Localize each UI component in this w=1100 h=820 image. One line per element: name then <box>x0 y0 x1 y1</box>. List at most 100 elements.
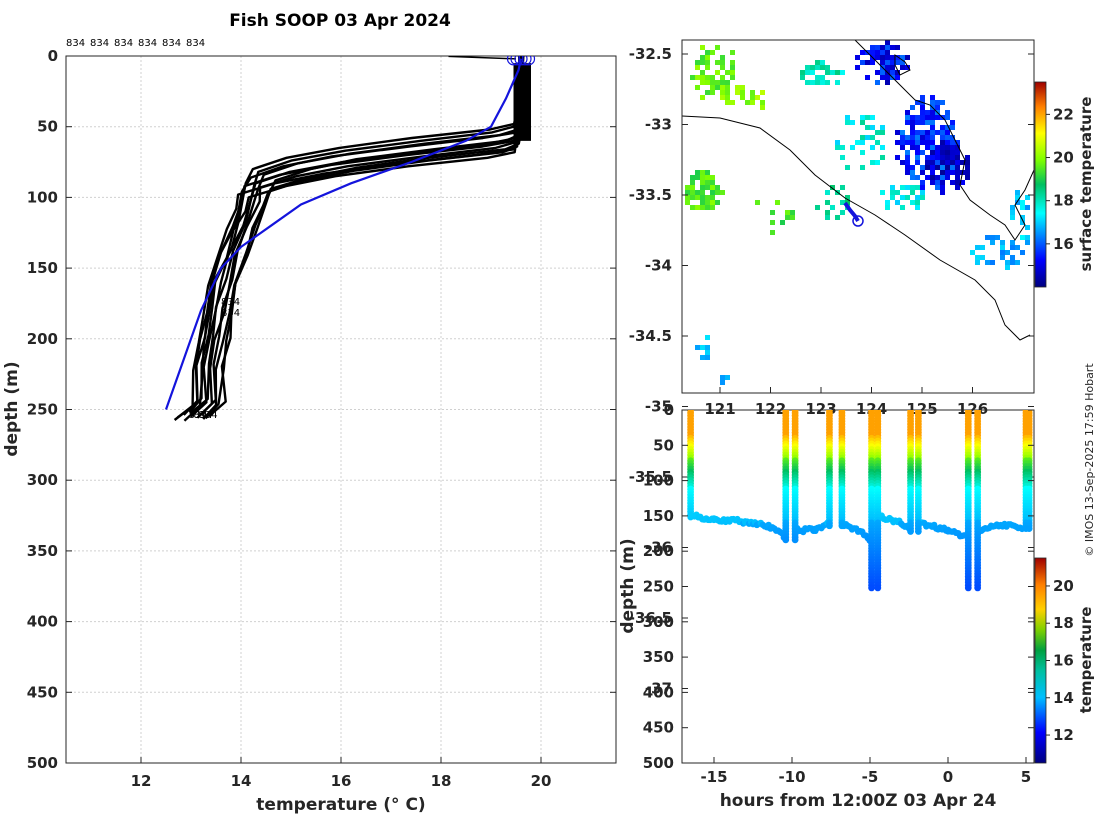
map-sst-pixel <box>900 185 905 190</box>
map-sst-pixel <box>1010 205 1015 210</box>
map-sst-pixel <box>920 120 925 125</box>
map-sst-pixel <box>910 115 915 120</box>
map-sst-pixel <box>865 125 870 130</box>
map-sst-pixel <box>905 135 910 140</box>
map-sst-pixel <box>880 145 885 150</box>
map-sst-pixel <box>885 60 890 65</box>
profile-xtick-label: 12 <box>131 772 152 790</box>
map-sst-pixel <box>965 160 970 165</box>
map-xtick-label: 121 <box>704 400 735 418</box>
map-sst-pixel <box>900 55 905 60</box>
profile-cast-label-top: 834 <box>138 38 157 49</box>
profile-xtick-label: 16 <box>331 772 352 790</box>
map-sst-pixel <box>830 70 835 75</box>
map-sst-pixel <box>870 60 875 65</box>
map-sst-pixel <box>910 200 915 205</box>
profile-cast-line <box>196 56 527 419</box>
map-sst-pixel <box>930 155 935 160</box>
map-sst-pixel <box>715 200 720 205</box>
map-sst-pixel <box>710 195 715 200</box>
map-sst-pixel <box>875 130 880 135</box>
map-sst-pixel <box>790 215 795 220</box>
profile-surface-marker <box>514 56 528 66</box>
map-sst-pixel <box>955 175 960 180</box>
map-sst-pixel <box>915 140 920 145</box>
map-sst-pixel <box>965 155 970 160</box>
map-sst-pixel <box>725 375 730 380</box>
map-sst-pixel <box>920 190 925 195</box>
map-sst-pixel <box>1025 235 1030 240</box>
map-sst-pixel <box>935 100 940 105</box>
map-colorbar-tick-label: 18 <box>1053 192 1074 210</box>
profile-cast-label-top: 834 <box>162 38 181 49</box>
map-sst-pixel <box>700 75 705 80</box>
map-sst-pixel <box>820 80 825 85</box>
map-sst-pixel <box>695 195 700 200</box>
map-sst-pixel <box>935 115 940 120</box>
map-sst-pixel <box>895 190 900 195</box>
map-sst-pixel <box>1020 200 1025 205</box>
map-sst-pixel <box>1015 195 1020 200</box>
map-sst-pixel <box>710 90 715 95</box>
map-sst-pixel <box>880 70 885 75</box>
map-sst-pixel <box>1020 205 1025 210</box>
profile-ytick-label: 200 <box>27 330 58 348</box>
map-colorbar <box>1034 81 1047 288</box>
map-sst-pixel <box>1025 240 1030 245</box>
map-sst-pixel <box>835 140 840 145</box>
map-sst-pixel <box>725 100 730 105</box>
map-sst-pixel <box>935 150 940 155</box>
map-sst-pixel <box>870 50 875 55</box>
map-sst-pixel <box>845 115 850 120</box>
map-ticks: -32.5 -33 -33.5 -34 -34.5 -35 -35.5 -36 -36.5 -37… <box>629 45 1034 698</box>
map-sst-pixel <box>900 160 905 165</box>
map-sst-pixel <box>945 155 950 160</box>
section-colorbar-tick-label: 20 <box>1053 577 1074 595</box>
map-sst-pixel <box>955 185 960 190</box>
profile-cast-label-bottom: 834 <box>199 410 218 421</box>
map-sst-pixel <box>915 160 920 165</box>
map-sst-pixel <box>950 140 955 145</box>
section-ytick-label: 500 <box>643 754 674 772</box>
map-sst-pixel <box>870 45 875 50</box>
map-sst-pixel <box>945 135 950 140</box>
map-sst-pixel <box>1020 235 1025 240</box>
map-sst-pixel <box>1010 260 1015 265</box>
map-sst-pixel <box>710 50 715 55</box>
map-sst-pixel <box>940 130 945 135</box>
map-sst-pixel <box>705 170 710 175</box>
map-sst-pixel <box>905 110 910 115</box>
section-cast-point <box>826 522 833 530</box>
map-sst-pixel <box>875 55 880 60</box>
map-sst-pixel <box>840 155 845 160</box>
map-sst-pixel <box>825 70 830 75</box>
map-sst-pixel <box>905 185 910 190</box>
map-sst-pixel <box>710 85 715 90</box>
section-ytick-label: 400 <box>643 683 674 701</box>
map-sst-pixel <box>700 195 705 200</box>
map-sst-pixel <box>970 250 975 255</box>
map-sst-pixel <box>925 130 930 135</box>
map-sst-pixel <box>940 170 945 175</box>
profile-ytick-label: 450 <box>27 683 58 701</box>
map-sst-pixel <box>855 140 860 145</box>
section-cast-point <box>914 528 922 535</box>
map-sst-pixel <box>800 70 805 75</box>
map-sst-pixel <box>910 165 915 170</box>
map-sst-pixel <box>1010 255 1015 260</box>
map-sst-pixel <box>910 190 915 195</box>
map-sst-pixel <box>945 125 950 130</box>
map-sst-pixel <box>700 345 705 350</box>
map-sst-pixel <box>730 100 735 105</box>
map-sst-pixel <box>915 195 920 200</box>
map-ship-position <box>852 215 864 227</box>
map-sst-pixel <box>940 160 945 165</box>
profile-ytick-label: 300 <box>27 471 58 489</box>
map-sst-pixel <box>900 140 905 145</box>
map-sst-pixel <box>815 65 820 70</box>
map-sst-pixel <box>930 150 935 155</box>
map-sst-pixel <box>950 135 955 140</box>
map-sst-pixel <box>960 180 965 185</box>
map-sst-pixel <box>745 100 750 105</box>
